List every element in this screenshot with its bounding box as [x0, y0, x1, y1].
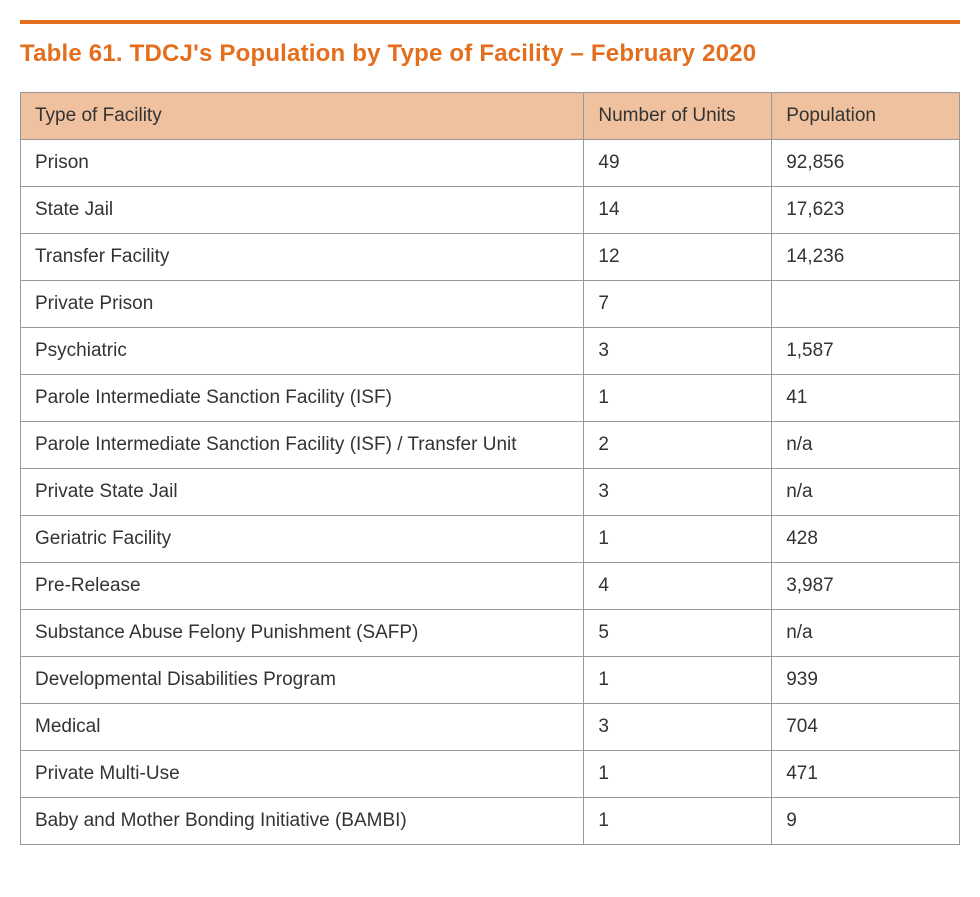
table-row: Medical3704: [21, 704, 960, 751]
table-cell: 1: [584, 375, 772, 422]
table-cell: Substance Abuse Felony Punishment (SAFP): [21, 610, 584, 657]
table-cell: Private Multi-Use: [21, 751, 584, 798]
table-row: Parole Intermediate Sanction Facility (I…: [21, 422, 960, 469]
table-cell: 7: [584, 281, 772, 328]
table-row: Substance Abuse Felony Punishment (SAFP)…: [21, 610, 960, 657]
table-cell: 41: [772, 375, 960, 422]
table-cell: 428: [772, 516, 960, 563]
table-cell: 1: [584, 516, 772, 563]
table-row: Baby and Mother Bonding Initiative (BAMB…: [21, 798, 960, 845]
table-cell: 3: [584, 469, 772, 516]
table-row: Transfer Facility1214,236: [21, 234, 960, 281]
table-title: Table 61. TDCJ's Population by Type of F…: [20, 40, 960, 68]
table-cell: Baby and Mother Bonding Initiative (BAMB…: [21, 798, 584, 845]
facility-table: Type of Facility Number of Units Populat…: [20, 92, 960, 845]
table-row: Pre-Release43,987: [21, 563, 960, 610]
table-row: State Jail1417,623: [21, 187, 960, 234]
table-cell: n/a: [772, 469, 960, 516]
col-header-facility: Type of Facility: [21, 93, 584, 140]
table-cell: n/a: [772, 610, 960, 657]
col-header-population: Population: [772, 93, 960, 140]
table-cell: Transfer Facility: [21, 234, 584, 281]
table-row: Developmental Disabilities Program1939: [21, 657, 960, 704]
table-cell: 49: [584, 140, 772, 187]
table-cell: 4: [584, 563, 772, 610]
col-header-units: Number of Units: [584, 93, 772, 140]
table-cell: Geriatric Facility: [21, 516, 584, 563]
table-cell: State Jail: [21, 187, 584, 234]
table-cell: 1: [584, 798, 772, 845]
table-cell: 1: [584, 657, 772, 704]
table-cell: Medical: [21, 704, 584, 751]
table-cell: 1: [584, 751, 772, 798]
table-cell: 704: [772, 704, 960, 751]
table-cell: 9: [772, 798, 960, 845]
table-cell: [772, 281, 960, 328]
table-row: Private Multi-Use1471: [21, 751, 960, 798]
table-cell: 14: [584, 187, 772, 234]
table-cell: 12: [584, 234, 772, 281]
table-body: Prison4992,856State Jail1417,623Transfer…: [21, 140, 960, 845]
table-cell: Parole Intermediate Sanction Facility (I…: [21, 422, 584, 469]
table-row: Prison4992,856: [21, 140, 960, 187]
table-cell: 3: [584, 704, 772, 751]
table-cell: Prison: [21, 140, 584, 187]
table-header-row: Type of Facility Number of Units Populat…: [21, 93, 960, 140]
table-cell: n/a: [772, 422, 960, 469]
table-cell: Private State Jail: [21, 469, 584, 516]
table-cell: Psychiatric: [21, 328, 584, 375]
table-cell: 5: [584, 610, 772, 657]
table-cell: 939: [772, 657, 960, 704]
table-cell: Pre-Release: [21, 563, 584, 610]
table-cell: Private Prison: [21, 281, 584, 328]
table-cell: 471: [772, 751, 960, 798]
table-container: Table 61. TDCJ's Population by Type of F…: [20, 20, 960, 845]
top-rule: [20, 20, 960, 24]
table-row: Geriatric Facility1428: [21, 516, 960, 563]
table-cell: Parole Intermediate Sanction Facility (I…: [21, 375, 584, 422]
table-row: Private Prison7: [21, 281, 960, 328]
table-cell: 17,623: [772, 187, 960, 234]
table-row: Private State Jail3n/a: [21, 469, 960, 516]
table-cell: 3: [584, 328, 772, 375]
table-row: Psychiatric31,587: [21, 328, 960, 375]
table-row: Parole Intermediate Sanction Facility (I…: [21, 375, 960, 422]
table-cell: 2: [584, 422, 772, 469]
table-cell: 3,987: [772, 563, 960, 610]
table-cell: 92,856: [772, 140, 960, 187]
table-cell: Developmental Disabilities Program: [21, 657, 584, 704]
table-cell: 1,587: [772, 328, 960, 375]
table-cell: 14,236: [772, 234, 960, 281]
